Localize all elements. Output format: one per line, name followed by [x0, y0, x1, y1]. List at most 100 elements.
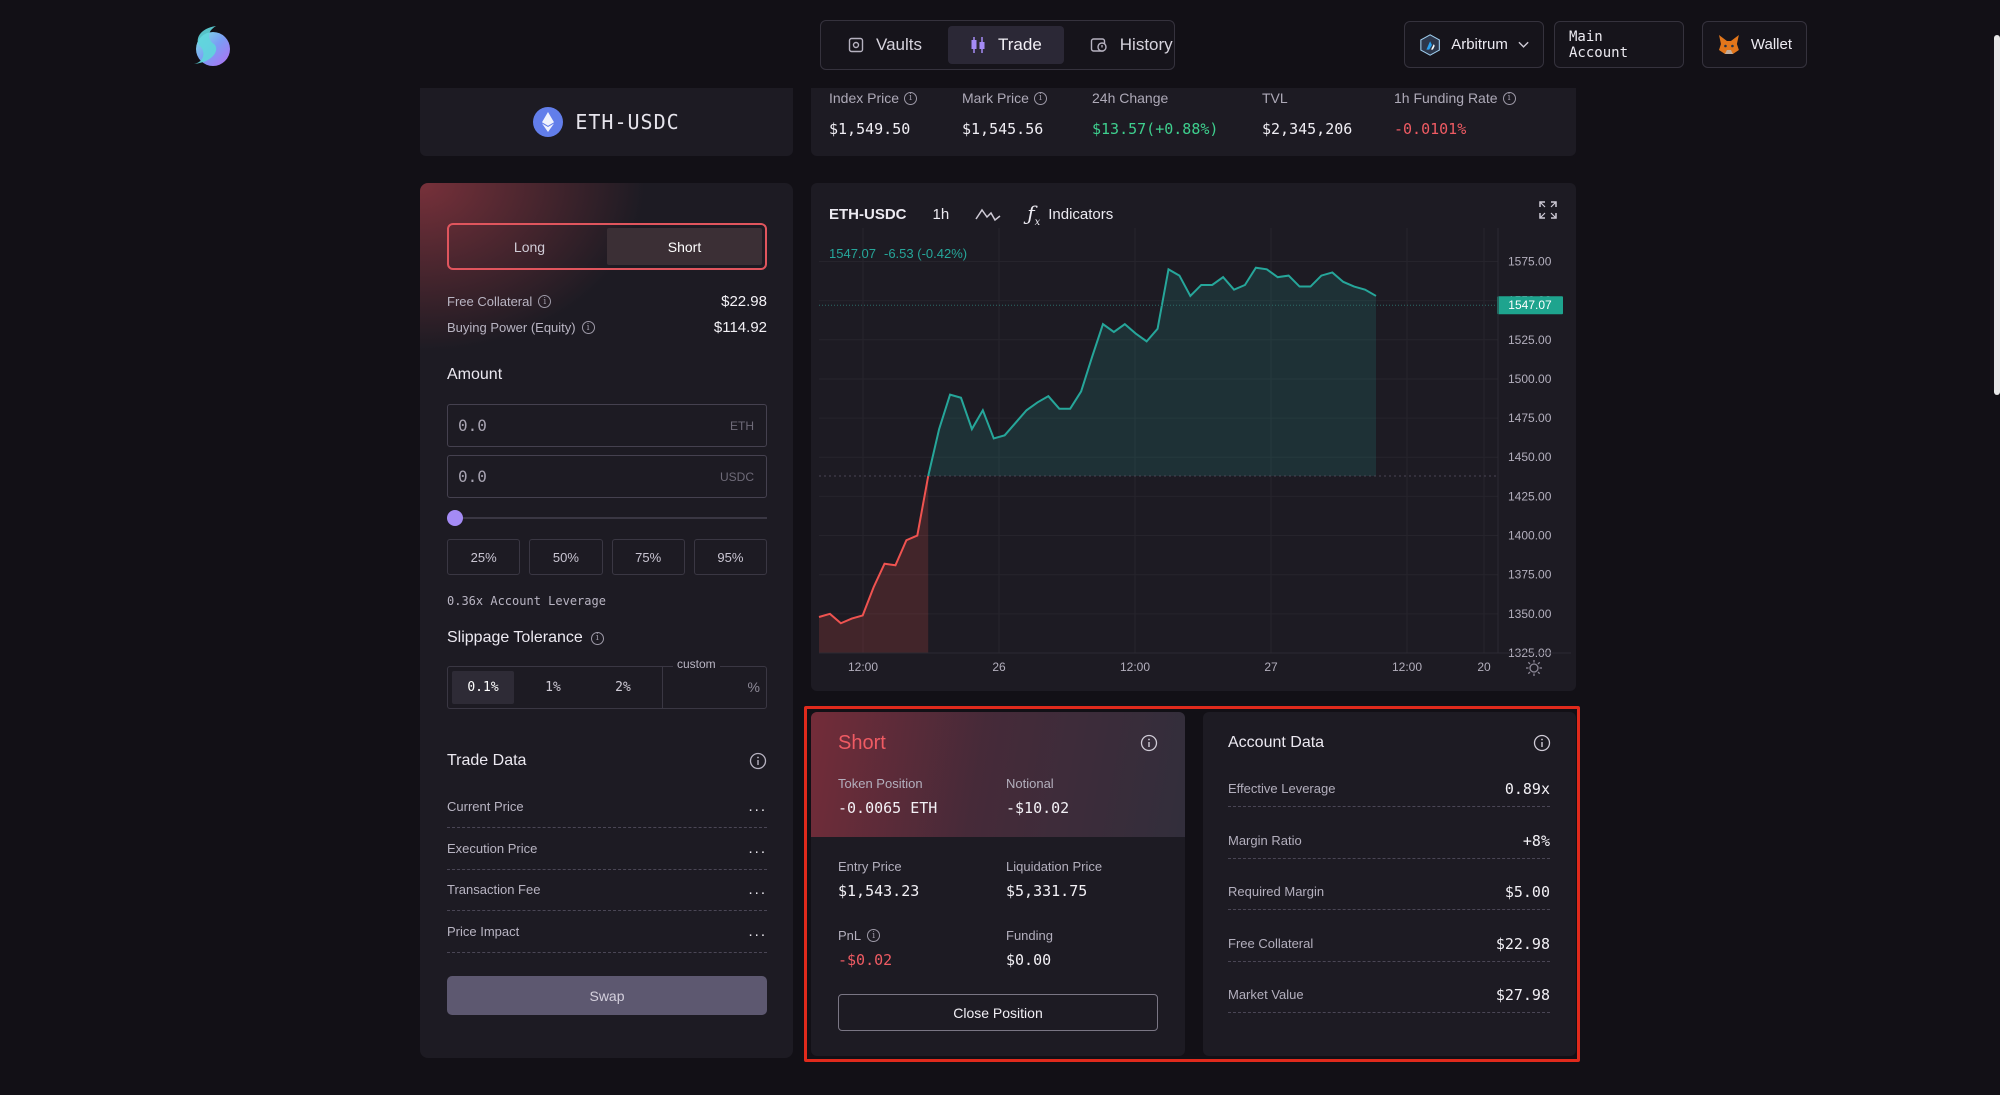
amount-slider-handle[interactable] [447, 510, 463, 526]
leverage-note: 0.36x Account Leverage [447, 594, 606, 608]
trade-panel: Long Short Free Collateral i $22.98 Buyin… [420, 183, 793, 1058]
pct-50-button[interactable]: 50% [529, 539, 603, 575]
stat-label: TVL [1262, 90, 1288, 106]
trade-data-title: Trade Data [447, 752, 767, 770]
market-stats: Index Price i $1,549.50 Mark Price i $1,54… [811, 88, 1576, 156]
interval-button[interactable]: 1h [932, 206, 950, 223]
amount-eth-value: 0.0 [458, 416, 487, 435]
x-tick-label: 12:00 [1120, 660, 1150, 674]
stat-label: 24h Change [1092, 90, 1169, 106]
trade-row-value: ... [748, 798, 767, 815]
series-line-down [818, 475, 930, 625]
y-tick-label: 1475.00 [1508, 411, 1552, 425]
info-icon[interactable] [1533, 734, 1551, 752]
market-pair[interactable]: ETH-USDC [420, 88, 793, 156]
account-row-required-margin: Required Margin $5.00 [1228, 874, 1550, 910]
token-position: Token Position -0.0065 ETH [838, 776, 937, 817]
info-icon[interactable]: i [1033, 91, 1047, 105]
tab-trade[interactable]: Trade [948, 26, 1064, 64]
account-row-value: $22.98 [1495, 934, 1550, 953]
network-selector[interactable]: Arbitrum [1404, 21, 1544, 68]
info-icon[interactable]: i [590, 631, 604, 645]
entry-price: Entry Price $1,543.23 [838, 859, 919, 900]
slippage-title: Slippage Tolerance i [447, 629, 604, 647]
account-row-label: Required Margin [1228, 884, 1325, 899]
app-logo[interactable] [186, 22, 234, 70]
trade-row-label: Transaction Fee [447, 882, 541, 897]
network-label: Arbitrum [1451, 36, 1508, 53]
tab-vaults[interactable]: Vaults [826, 26, 944, 64]
tab-vaults-label: Vaults [876, 35, 922, 54]
indicators-button[interactable]: ƒx Indicators [1027, 201, 1113, 228]
wallet-button[interactable]: Wallet [1702, 21, 1807, 68]
chevron-down-icon [1518, 41, 1529, 48]
info-icon[interactable]: i [904, 91, 918, 105]
amount-usdc-value: 0.0 [458, 467, 487, 486]
pnl: PnL i -$0.02 [838, 928, 892, 969]
token-position-value: -0.0065 ETH [838, 799, 938, 817]
wallet-label: Wallet [1750, 36, 1792, 53]
series-line-up [927, 266, 1377, 477]
trade-row-current-price: Current Price ... [447, 786, 767, 828]
position-title: Short [838, 732, 886, 754]
x-tick-label: 12:00 [1392, 660, 1422, 674]
liquidation-price-label: Liquidation Price [1006, 859, 1103, 874]
account-data-title: Account Data [1228, 734, 1325, 751]
trade-row-value: ... [748, 923, 767, 940]
info-icon[interactable] [749, 752, 767, 770]
stat-value: $1,545.56 [962, 120, 1044, 138]
trade-row-label: Current Price [447, 799, 524, 814]
y-tick-label: 1350.00 [1508, 607, 1552, 621]
info-icon[interactable]: i [581, 321, 595, 334]
chart-settings-icon[interactable] [1525, 659, 1543, 677]
long-tab[interactable]: Long [513, 238, 546, 255]
price-chart[interactable]: 1575.001550.001525.001500.001475.001450.… [811, 183, 1576, 691]
slippage-custom-input[interactable]: custom % [662, 657, 768, 709]
y-tick-label: 1575.00 [1508, 254, 1552, 268]
funding: Funding $0.00 [1006, 928, 1053, 969]
x-tick-label: 27 [1264, 660, 1278, 674]
chart-type-icon[interactable] [975, 207, 1001, 223]
position-panel: Short Token Position -0.0065 ETH Notiona… [811, 712, 1185, 1056]
notional-label: Notional [1006, 776, 1054, 791]
pct-25-button[interactable]: 25% [447, 539, 521, 575]
main-account-button[interactable]: Main Account [1554, 21, 1684, 68]
info-icon[interactable]: i [1502, 91, 1516, 105]
tab-history[interactable]: History [1068, 26, 1195, 64]
tab-history-label: History [1119, 35, 1173, 54]
page-scrollbar[interactable] [1994, 35, 2000, 395]
pct-75-button[interactable]: 75% [611, 539, 685, 575]
vault-icon [848, 37, 864, 53]
liquidation-price-value: $5,331.75 [1006, 882, 1088, 900]
info-icon[interactable]: i [538, 295, 552, 308]
close-position-button[interactable]: Close Position [838, 994, 1158, 1031]
slippage-option-2[interactable]: 2% [615, 680, 631, 695]
amount-slider-track[interactable] [447, 517, 767, 519]
change-readout: -6.53 (-0.42%) [884, 246, 968, 261]
short-tab[interactable]: Short [607, 228, 762, 265]
indicators-label: Indicators [1048, 206, 1114, 223]
swap-button[interactable]: Swap [447, 976, 767, 1015]
trade-row-value: ... [748, 881, 767, 898]
trade-row-transaction-fee: Transaction Fee ... [447, 869, 767, 911]
pct-95-button[interactable]: 95% [693, 539, 767, 575]
info-icon[interactable]: i [867, 929, 881, 942]
ethereum-icon [533, 107, 564, 137]
slippage-option-1[interactable]: 1% [545, 680, 561, 695]
main-account-label: Main Account [1569, 28, 1629, 61]
stat-value: $13.57(+0.88%) [1092, 120, 1219, 138]
fullscreen-icon[interactable] [1538, 200, 1558, 220]
buying-power-label: Buying Power (Equity) [447, 320, 576, 335]
notional-value: -$10.02 [1006, 799, 1070, 817]
slippage-option-0.1[interactable]: 0.1% [452, 671, 514, 704]
account-row-margin-ratio: Margin Ratio +8% [1228, 823, 1550, 859]
info-icon[interactable] [1140, 734, 1158, 752]
x-tick-label: 12:00 [848, 660, 878, 674]
buying-power-row: Buying Power (Equity) i $114.92 [447, 319, 767, 336]
funding-value: $0.00 [1006, 951, 1052, 969]
account-row-free-collateral: Free Collateral $22.98 [1228, 926, 1550, 962]
amount-eth-input[interactable]: 0.0 ETH [447, 404, 767, 447]
account-row-value: $27.98 [1495, 985, 1550, 1004]
amount-usdc-input[interactable]: 0.0 USDC [447, 455, 767, 498]
free-collateral-row: Free Collateral i $22.98 [447, 293, 767, 310]
